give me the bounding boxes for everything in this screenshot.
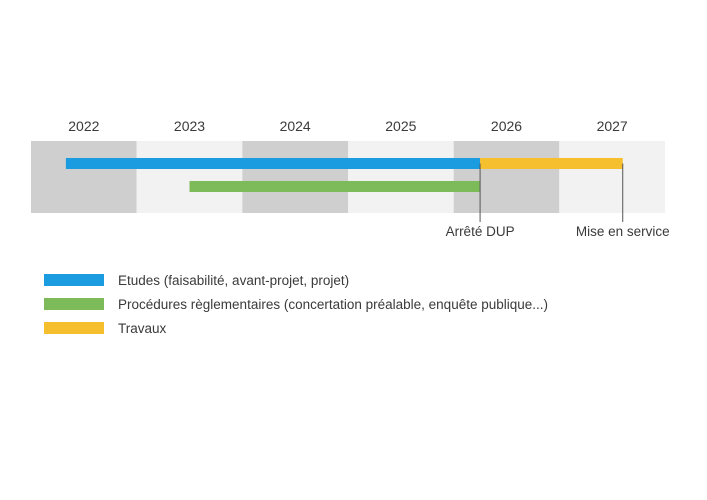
gantt-bar: [189, 181, 481, 192]
milestone-label: Arrêté DUP: [446, 224, 515, 239]
year-tick-label: 2027: [597, 118, 628, 134]
legend-item: Etudes (faisabilité, avant-projet, proje…: [44, 268, 548, 292]
year-tick-label: 2026: [491, 118, 522, 134]
year-tick-label: 2024: [280, 118, 311, 134]
year-tick-label: 2025: [385, 118, 416, 134]
year-band: [559, 141, 665, 213]
legend-label: Etudes (faisabilité, avant-projet, proje…: [118, 272, 350, 288]
year-band: [136, 141, 243, 213]
year-band: [453, 141, 560, 213]
gantt-bar: [65, 158, 481, 169]
legend-swatch: [44, 298, 104, 310]
year-tick-label: 2023: [174, 118, 205, 134]
legend-swatch: [44, 322, 104, 334]
legend-label: Travaux: [118, 320, 167, 336]
year-tick-label: 2022: [68, 118, 99, 134]
legend-label: Procédures règlementaires (concertation …: [118, 296, 549, 312]
year-band: [348, 141, 454, 213]
milestone-label: Mise en service: [576, 224, 670, 239]
legend-item: Travaux: [44, 316, 548, 340]
legend: Etudes (faisabilité, avant-projet, proje…: [44, 268, 548, 340]
gantt-bar: [480, 158, 623, 169]
year-band: [242, 141, 348, 213]
legend-item: Procédures règlementaires (concertation …: [44, 292, 548, 316]
year-band: [31, 141, 137, 213]
legend-swatch: [44, 274, 104, 286]
